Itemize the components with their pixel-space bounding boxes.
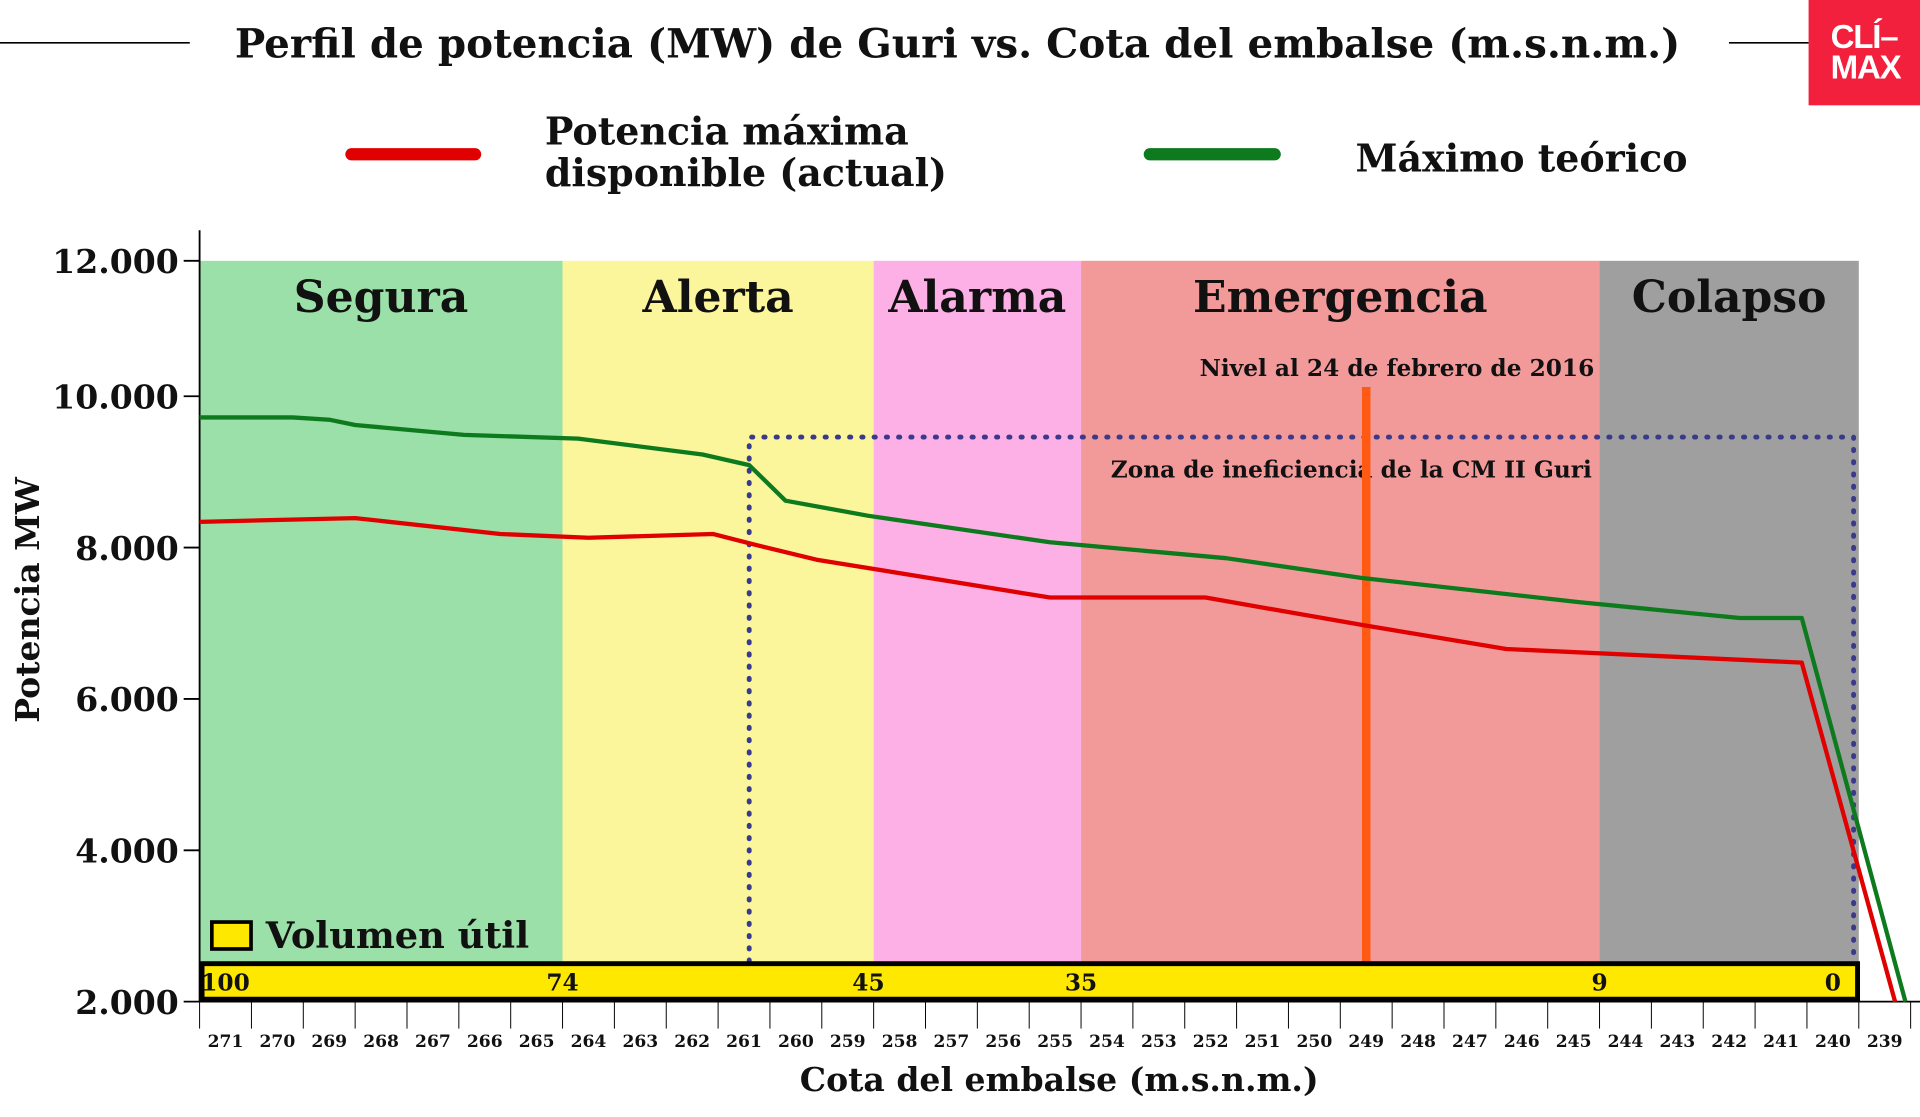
x-tick-label: 271 <box>208 1032 244 1052</box>
x-axis-label: Cota del embalse (m.s.n.m.) <box>800 1060 1319 1099</box>
x-tick-label: 244 <box>1608 1032 1644 1052</box>
x-tick-label: 241 <box>1763 1032 1799 1052</box>
y-tick-label: 6.000 <box>75 680 178 719</box>
x-tick-label: 264 <box>571 1032 607 1052</box>
x-tick-label: 270 <box>259 1032 295 1052</box>
volume-mark-label: 9 <box>1591 970 1607 997</box>
volume-mark-label: 74 <box>546 970 578 997</box>
zone-band-segura <box>199 260 563 1002</box>
series-line-theoretical <box>199 415 1908 1003</box>
y-tick-label: 4.000 <box>75 832 178 871</box>
inefficiency-zone-outline <box>746 434 1857 964</box>
x-tick-label: 263 <box>622 1032 658 1052</box>
volume-legend-label: Volumen útil <box>265 914 530 957</box>
x-tick-label: 240 <box>1815 1032 1851 1052</box>
zone-band-alerta <box>562 260 874 1002</box>
x-tick-label: 253 <box>1141 1032 1177 1052</box>
y-tick-label: 2.000 <box>75 983 178 1022</box>
zone-label-alerta: Alerta <box>642 272 794 323</box>
x-tick-label: 246 <box>1504 1032 1540 1052</box>
x-tick-label: 265 <box>519 1032 555 1052</box>
logo-line-1: CLÍ– <box>1830 18 1899 56</box>
zone-label-emergencia: Emergencia <box>1193 272 1488 323</box>
x-tick-label: 251 <box>1245 1032 1281 1052</box>
x-tick-label: 258 <box>882 1032 918 1052</box>
zone-label-alarma: Alarma <box>887 272 1066 323</box>
volume-mark-label: 0 <box>1825 970 1841 997</box>
legend-label-theoretical: Máximo teórico <box>1356 135 1688 180</box>
x-tick-label: 262 <box>674 1032 710 1052</box>
x-tick-label: 245 <box>1556 1032 1592 1052</box>
x-tick-label: 255 <box>1037 1032 1073 1052</box>
zone-band-emergencia <box>1081 260 1600 1002</box>
chart-title: Perfil de potencia (MW) de Guri vs. Cota… <box>235 20 1680 68</box>
current-level-label: Nivel al 24 de febrero de 2016 <box>1200 355 1595 382</box>
x-tick-label: 261 <box>726 1032 762 1052</box>
climax-logo: CLÍ– MAX <box>1808 0 1920 106</box>
legend-label-actual-1: Potencia máxima <box>545 108 909 153</box>
x-tick-label: 269 <box>311 1032 347 1052</box>
x-tick-label: 243 <box>1659 1032 1695 1052</box>
x-tick-label: 267 <box>415 1032 451 1052</box>
y-tick-label: 12.000 <box>52 242 178 281</box>
x-tick-label: 247 <box>1452 1032 1488 1052</box>
y-tick-label: 10.000 <box>52 377 178 416</box>
volume-mark-label: 100 <box>201 970 250 997</box>
x-tick-label: 257 <box>934 1032 970 1052</box>
x-tick-label: 252 <box>1193 1032 1229 1052</box>
x-tick-label: 254 <box>1089 1032 1125 1052</box>
x-tick-label: 260 <box>778 1032 814 1052</box>
x-tick-label: 268 <box>363 1032 399 1052</box>
logo-line-2: MAX <box>1830 48 1902 86</box>
x-tick-label: 256 <box>985 1032 1021 1052</box>
x-tick-label: 242 <box>1711 1032 1747 1052</box>
series-line-actual <box>199 515 1898 1003</box>
volume-mark-label: 35 <box>1065 970 1097 997</box>
x-tick-label: 266 <box>467 1032 503 1052</box>
volume-mark-label: 45 <box>852 970 884 997</box>
y-axis-label: Potencia MW <box>8 476 47 722</box>
zone-band-colapso <box>1599 260 1859 1002</box>
y-tick-label: 8.000 <box>75 529 178 568</box>
volume-bar <box>199 961 1861 1002</box>
x-tick-label: 249 <box>1348 1032 1384 1052</box>
x-tick-label: 248 <box>1400 1032 1436 1052</box>
x-tick-label: 250 <box>1296 1032 1332 1052</box>
zone-band-alarma <box>873 260 1082 1002</box>
inefficiency-zone-label: Zona de ineficiencia de la CM II Guri <box>1111 457 1592 484</box>
zone-label-colapso: Colapso <box>1632 272 1827 323</box>
zone-label-segura: Segura <box>294 272 469 323</box>
x-tick-label: 239 <box>1867 1032 1903 1052</box>
volume-legend-swatch <box>210 920 253 951</box>
legend-label-actual-2: disponible (actual) <box>545 150 947 195</box>
x-tick-label: 259 <box>830 1032 866 1052</box>
